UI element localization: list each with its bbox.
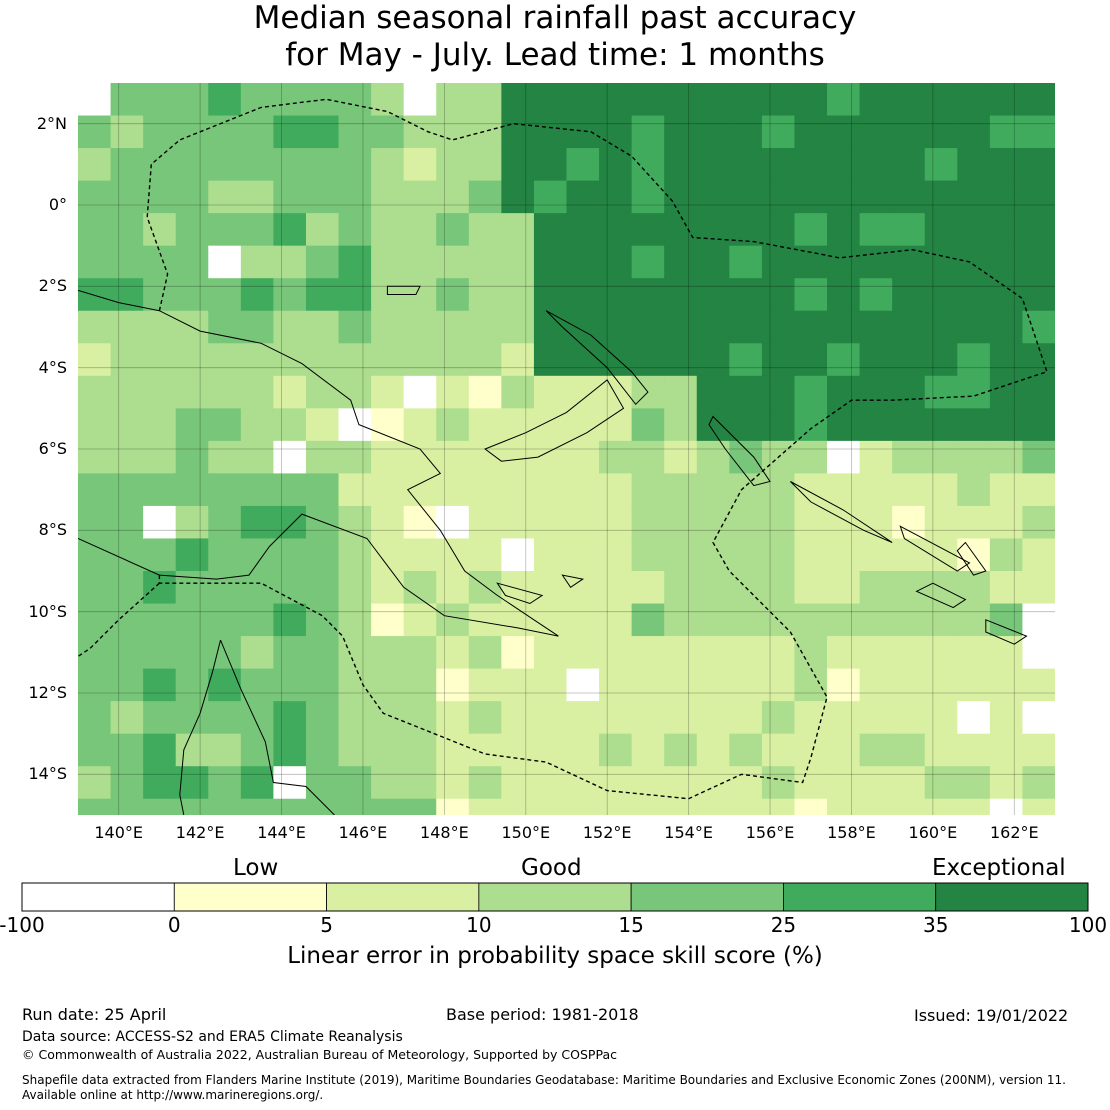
colorbar-tick-label: 15 — [618, 913, 644, 937]
colorbar-tick-label: -100 — [0, 913, 45, 937]
issued-date: Issued: 19/01/2022 — [914, 1006, 1069, 1025]
lat-tick-label: 8°S — [38, 520, 67, 540]
colorbar-segment — [21, 882, 175, 912]
colorbar-label: Linear error in probability space skill … — [287, 943, 823, 969]
shapefile-credit-1: Shapefile data extracted from Flanders M… — [22, 1073, 1066, 1087]
category-exceptional: Exceptional — [932, 855, 1066, 881]
lon-tick-label: 162°E — [989, 823, 1039, 842]
lon-tick-label: 140°E — [94, 823, 144, 842]
colorbar-tick-label: 100 — [1068, 913, 1108, 937]
lat-tick-label: 6°S — [38, 439, 67, 458]
lon-tick-label: 154°E — [664, 823, 713, 842]
lat-tick-label: 0° — [48, 195, 67, 214]
lat-tick-label: 12°S — [28, 683, 67, 702]
colorbar-tick-label: 10 — [466, 913, 492, 937]
lon-tick-label: 146°E — [338, 823, 388, 842]
coastlines — [78, 285, 1028, 815]
data-source: Data source: ACCESS-S2 and ERA5 Climate … — [22, 1029, 403, 1045]
colorbar-segment — [478, 882, 632, 912]
lat-tick-label: 2°N — [36, 113, 67, 133]
colorbar-segment — [173, 882, 327, 912]
lon-tick-label: 152°E — [582, 823, 632, 842]
lon-tick-label: 150°E — [501, 823, 551, 842]
lat-tick-label: 2°S — [38, 276, 67, 296]
lon-tick-label: 144°E — [257, 823, 306, 842]
colorbar-tick-label: 0 — [167, 913, 181, 937]
eez-boundary — [78, 98, 1048, 800]
colorbar-segment — [326, 882, 480, 912]
colorbar — [21, 882, 1089, 912]
lat-tick-label: 14°S — [28, 764, 67, 784]
lat-tick-label: 4°S — [38, 357, 67, 377]
colorbar-segment — [935, 882, 1089, 912]
category-low: Low — [233, 855, 279, 881]
lon-tick-label: 158°E — [827, 823, 876, 842]
graticule — [78, 83, 1055, 815]
lat-tick-label: 10°S — [28, 601, 67, 621]
colorbar-segment — [630, 882, 784, 912]
colorbar-segment — [783, 882, 937, 912]
skill-grid-cells — [78, 83, 1055, 815]
lon-tick-label: 148°E — [420, 823, 469, 842]
chart-title-line-1: Median seasonal rainfall past accuracy — [253, 0, 857, 36]
colorbar-tick-label: 25 — [770, 913, 797, 937]
lon-tick-label: 156°E — [745, 823, 795, 842]
run-date: Run date: 25 April — [22, 1005, 167, 1024]
base-period: Base period: 1981-2018 — [446, 1005, 639, 1024]
colorbar-tick-label: 35 — [922, 913, 949, 937]
lon-tick-label: 160°E — [908, 823, 958, 842]
category-good: Good — [521, 855, 582, 881]
chart-title-line-2: for May - July. Lead time: 1 months — [285, 37, 825, 73]
lon-tick-label: 142°E — [175, 823, 225, 842]
copyright: © Commonwealth of Australia 2022, Austra… — [22, 1047, 617, 1062]
shapefile-credit-2: Available online at http://www.marinereg… — [22, 1088, 324, 1102]
colorbar-tick-label: 5 — [320, 913, 333, 937]
